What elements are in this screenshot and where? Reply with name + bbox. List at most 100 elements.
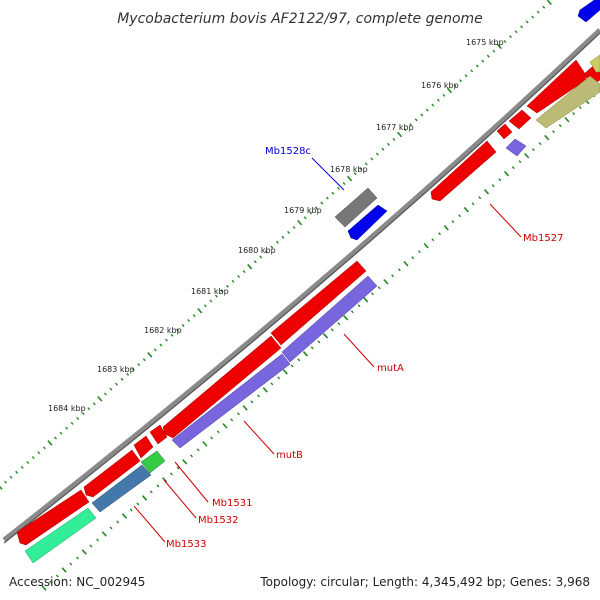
gene-feature-mb1532[interactable] [83, 449, 141, 498]
ruler-tick [317, 340, 321, 344]
gene-feature[interactable] [505, 138, 527, 157]
ruler-tick [353, 172, 357, 176]
ruler-tick [290, 364, 294, 368]
gene-feature[interactable] [526, 59, 587, 114]
gene-feature-mb1528c[interactable] [347, 204, 388, 241]
tick-label: 1682 kbp [144, 326, 182, 335]
gene-feature[interactable] [496, 123, 513, 140]
gene-label-mb1532[interactable]: Mb1532 [198, 515, 238, 526]
gene-feature[interactable] [577, 0, 600, 23]
tick-label: 1679 kbp [284, 206, 322, 215]
ruler-tick [220, 289, 224, 293]
ruler-tick [478, 196, 482, 200]
gene-feature-muta-2[interactable] [162, 335, 282, 439]
ruler-tick [453, 84, 457, 88]
gene-feature-mb1531[interactable] [149, 424, 168, 445]
gene-feature-mb1527[interactable] [430, 140, 497, 202]
gene-feature-mutb-2[interactable] [171, 353, 291, 449]
ruler-tick [147, 352, 153, 358]
ruler-tick [417, 250, 421, 254]
ruler-tick [49, 580, 53, 584]
ruler-tick [76, 416, 80, 420]
ruler-tick [511, 166, 515, 170]
ruler-tick [471, 202, 475, 206]
gene-label-mutb[interactable]: mutB [276, 450, 303, 461]
ruler-tick [544, 134, 550, 141]
genome-backbone [2, 28, 600, 542]
gene-label-mb1533[interactable]: Mb1533 [166, 539, 206, 550]
ruler-tick [92, 402, 96, 406]
ruler-tick [375, 152, 379, 156]
gene-label-mb1528c[interactable]: Mb1528c [265, 146, 311, 157]
gene-label-muta[interactable]: mutA [377, 363, 404, 374]
genome-backbone-shade [3, 32, 600, 544]
ruler-tick [192, 314, 196, 318]
ruler-tick [458, 214, 462, 218]
tick-label: 1675 kbp [466, 38, 504, 47]
ruler-tick [481, 59, 485, 63]
ruler-tick [322, 333, 329, 339]
ruler-tick [109, 387, 113, 391]
ruler-tick [115, 382, 118, 386]
ruler-tick [572, 112, 576, 116]
ruler-tick [281, 235, 285, 239]
leader-line [163, 479, 197, 519]
gene-feature[interactable] [24, 507, 97, 564]
gene-feature[interactable] [91, 464, 152, 513]
ruler-tick [330, 328, 334, 332]
ruler-tick [4, 480, 8, 484]
ruler-tick [264, 250, 268, 254]
ruler-tick [403, 260, 409, 267]
ruler-tick [259, 255, 263, 259]
ruler-tick [342, 181, 346, 185]
ruler-tick [287, 230, 291, 234]
ruler-tick [531, 15, 535, 19]
ruler-tick [42, 446, 46, 450]
ruler-tick [187, 319, 191, 323]
gene-label-mb1527[interactable]: Mb1527 [523, 233, 563, 244]
ruler-tick [498, 178, 502, 182]
inner-ruler [41, 94, 596, 591]
outer-ruler [0, 0, 552, 490]
ruler-tick [436, 98, 440, 102]
gene-feature[interactable] [133, 435, 154, 459]
gene-feature[interactable] [589, 54, 600, 73]
ruler-tick [236, 412, 240, 416]
ruler-tick [197, 307, 203, 314]
gene-labels: Mb1528c Mb1527 mutA mutB Mb1531 Mb1532 M… [166, 146, 563, 550]
leader-line [489, 203, 522, 238]
ruler-tick [463, 206, 469, 213]
gene-feature-mb1533[interactable] [16, 489, 90, 546]
forward-features [334, 0, 600, 241]
gene-feature-mutb[interactable] [281, 275, 378, 363]
ruler-tick [503, 39, 507, 44]
ruler-tick [470, 69, 474, 73]
gene-feature[interactable] [535, 75, 600, 129]
ruler-tick [15, 470, 19, 474]
gene-feature-muta[interactable] [270, 260, 367, 346]
ruler-tick [383, 278, 389, 285]
ruler-tick [262, 387, 268, 393]
ruler-tick [514, 30, 518, 34]
ruler-tick [420, 113, 424, 117]
ruler-tick [359, 167, 363, 171]
ruler-tick [337, 322, 341, 326]
ruler-tick [54, 436, 57, 440]
ruler-tick [159, 343, 163, 347]
leader-line [133, 505, 166, 543]
ruler-tick [386, 142, 390, 146]
ruler-tick [81, 549, 87, 555]
ruler-tick [196, 448, 200, 452]
gene-feature[interactable] [140, 450, 166, 474]
gene-label-mb1531[interactable]: Mb1531 [212, 498, 252, 509]
ruler-tick [70, 421, 74, 425]
gene-feature[interactable] [508, 109, 532, 130]
ruler-tick [310, 346, 314, 350]
ruler-tick [257, 394, 260, 398]
ruler-tick [302, 351, 309, 357]
ruler-tick [431, 238, 435, 242]
ruler-tick [524, 152, 530, 159]
gene-feature-mb1528c-partner[interactable] [334, 187, 378, 228]
ruler-tick [270, 245, 274, 249]
